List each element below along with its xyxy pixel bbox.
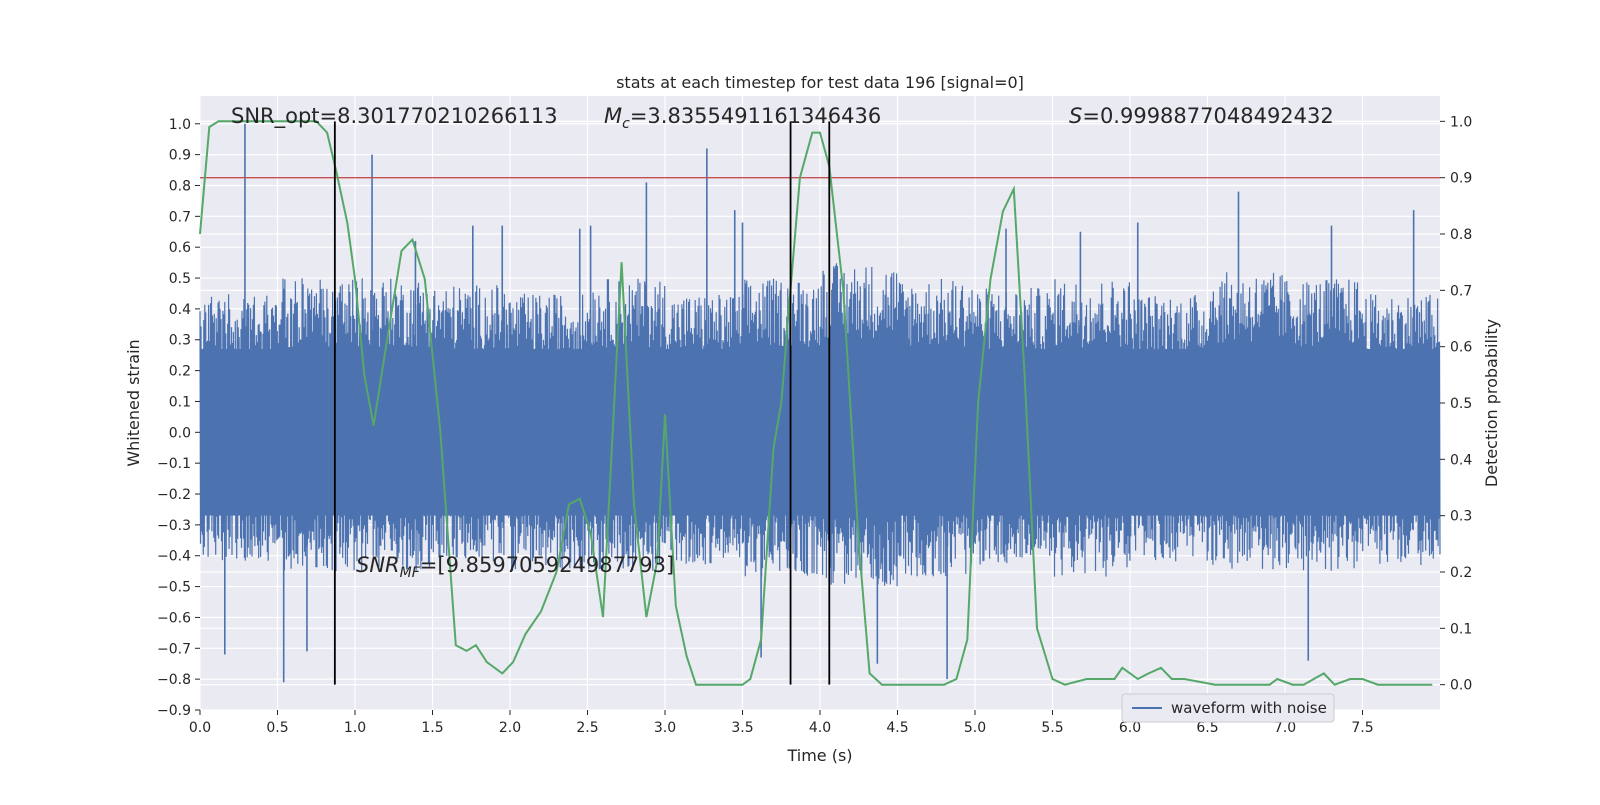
- y-tick-label: −0.4: [157, 549, 191, 565]
- y-tick-label: −0.8: [157, 672, 191, 688]
- axis-ticks: 0.0 0.5 1.0 1.5 2.0 2.5 3.0 3.5 4.0 4.5 5.0 5.5 6.0 6…: [157, 114, 1472, 736]
- y2-tick-label: 0.3: [1450, 509, 1472, 525]
- x-tick-label: 4.0: [809, 720, 831, 736]
- y2-tick-label: 0.8: [1450, 227, 1472, 243]
- y-tick-label: −0.3: [157, 518, 191, 534]
- y-tick-label: 0.1: [169, 394, 191, 410]
- y-tick-label: 0.9: [169, 148, 191, 164]
- x-tick-label: 3.5: [731, 720, 753, 736]
- legend-label: waveform with noise: [1171, 699, 1327, 717]
- y-tick-label: 0.4: [169, 302, 191, 318]
- probability-series: [199, 120, 1433, 686]
- y-axis-label: Whitened strain: [124, 339, 143, 466]
- y-tick-label: −0.2: [157, 487, 191, 503]
- x-axis-label: Time (s): [786, 746, 852, 765]
- legend: waveform with noise: [1121, 693, 1335, 723]
- chirp-mass-symbol: M: [604, 104, 622, 128]
- s-symbol: S: [1069, 104, 1082, 128]
- y-tick-label: −0.7: [157, 641, 191, 657]
- snr-opt-annotation: SNR_opt=8.301770210266113: [231, 104, 558, 129]
- y-tick-label: −0.1: [157, 456, 191, 472]
- y-tick-label: 0.8: [169, 178, 191, 194]
- snr-mf-symbol: SNR: [356, 553, 400, 577]
- chart-title: stats at each timestep for test data 196…: [616, 73, 1024, 92]
- x-tick-label: 7.5: [1351, 720, 1373, 736]
- chirp-mass-subscript: c: [622, 116, 630, 132]
- y-tick-label: 0.5: [169, 271, 191, 287]
- x-tick-label: 2.0: [499, 720, 521, 736]
- y2-tick-label: 1.0: [1450, 114, 1472, 130]
- x-tick-label: 7.0: [1274, 720, 1296, 736]
- y-tick-label: −0.5: [157, 580, 191, 596]
- y2-tick-label: 0.2: [1450, 565, 1472, 581]
- probability-line: [199, 120, 1433, 686]
- y2-axis-label: Detection probability: [1482, 319, 1501, 487]
- x-tick-label: 6.0: [1119, 720, 1141, 736]
- s-value: =0.9998877048492432: [1082, 104, 1333, 128]
- y-tick-label: 0.6: [169, 240, 191, 256]
- x-tick-label: 0.5: [266, 720, 288, 736]
- snr-mf-annotation: SNRMF=[9.859705924987793]: [356, 553, 674, 581]
- y-tick-label: 1.0: [169, 117, 191, 133]
- x-tick-label: 5.5: [1041, 720, 1063, 736]
- chirp-mass-annotation: Mc=3.8355491161346436: [604, 104, 881, 132]
- s-annotation: S=0.9998877048492432: [1069, 104, 1334, 128]
- y2-tick-label: 0.7: [1450, 283, 1472, 299]
- waveform-dense-band: [200, 349, 1440, 516]
- x-tick-label: 3.0: [654, 720, 676, 736]
- y-tick-label: 0.7: [169, 209, 191, 225]
- y2-tick-label: 0.6: [1450, 340, 1472, 356]
- chirp-mass-value: =3.8355491161346436: [630, 104, 881, 128]
- y-tick-label: 0.2: [169, 364, 191, 380]
- y-tick-label: −0.6: [157, 610, 191, 626]
- y2-tick-label: 0.4: [1450, 452, 1472, 468]
- y2-tick-label: 0.1: [1450, 621, 1472, 637]
- x-tick-label: 5.0: [964, 720, 986, 736]
- x-tick-label: 1.0: [344, 720, 366, 736]
- x-tick-label: 2.5: [576, 720, 598, 736]
- y2-tick-label: 0.9: [1450, 171, 1472, 187]
- y-tick-label: 0.0: [169, 425, 191, 441]
- snr-mf-value: =[9.859705924987793]: [420, 553, 674, 577]
- x-tick-label: 6.5: [1196, 720, 1218, 736]
- y-tick-label: −0.9: [157, 703, 191, 719]
- x-tick-label: 0.0: [189, 720, 211, 736]
- snr-mf-subscript: MF: [400, 565, 421, 581]
- y2-tick-label: 0.5: [1450, 396, 1472, 412]
- x-tick-label: 1.5: [421, 720, 443, 736]
- vertical-markers: [333, 121, 831, 685]
- y-tick-label: 0.3: [169, 333, 191, 349]
- y2-tick-label: 0.0: [1450, 678, 1472, 694]
- waveform-series: [199, 123, 1441, 683]
- x-tick-label: 4.5: [886, 720, 908, 736]
- legend-box: [1121, 693, 1335, 723]
